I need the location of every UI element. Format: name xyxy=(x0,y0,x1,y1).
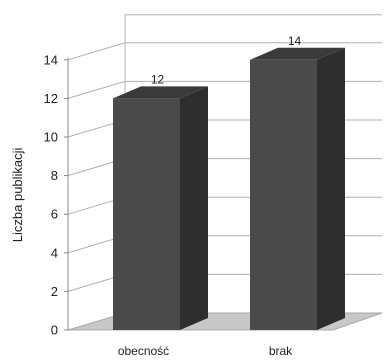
y-tick-label: 2 xyxy=(51,284,58,299)
bars xyxy=(113,47,345,331)
bar-obecność xyxy=(113,86,208,331)
bar-top xyxy=(113,86,208,99)
category-label: obecność xyxy=(118,344,169,358)
y-tick-label: 10 xyxy=(44,130,58,145)
gridline xyxy=(67,42,382,61)
category-labels: obecność brak xyxy=(118,344,293,358)
y-tick-label: 4 xyxy=(51,245,58,260)
bar-front xyxy=(250,59,317,331)
bar-side xyxy=(180,86,208,331)
y-tick-label: 6 xyxy=(51,207,58,222)
y-tick-label: 8 xyxy=(51,168,58,183)
bar-side xyxy=(317,47,345,331)
y-tick-label: 14 xyxy=(44,52,58,67)
y-axis-title: Liczba publikacji xyxy=(10,147,25,242)
data-label: 14 xyxy=(288,34,302,48)
bar-top xyxy=(250,47,345,60)
data-label: 12 xyxy=(151,72,165,86)
bar-brak xyxy=(250,47,345,331)
y-tick-label: 0 xyxy=(51,323,58,338)
y-tick-labels: 0 2 4 6 8 10 12 14 xyxy=(44,52,68,338)
y-tick-label: 12 xyxy=(44,91,58,106)
data-labels: 12 14 xyxy=(151,34,302,87)
bar-front xyxy=(113,98,180,331)
category-label: brak xyxy=(269,344,293,358)
